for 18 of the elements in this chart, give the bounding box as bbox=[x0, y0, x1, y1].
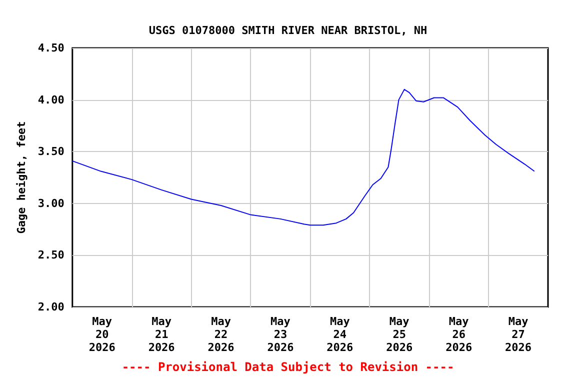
y-tick-label: 2.50 bbox=[38, 248, 64, 262]
y-tick-label: 3.50 bbox=[38, 145, 64, 158]
x-tick-label: May 27 2026 bbox=[505, 315, 532, 354]
x-tick-label: May 23 2026 bbox=[267, 315, 294, 354]
chart-title: USGS 01078000 SMITH RIVER NEAR BRISTOL, NH bbox=[148, 24, 428, 37]
x-tick-label: May 26 2026 bbox=[446, 315, 472, 354]
x-tick-label: May 24 2026 bbox=[326, 315, 354, 354]
x-tick-label: May 22 2026 bbox=[208, 315, 235, 354]
y-tick-label: 2.00 bbox=[38, 300, 64, 314]
y-tick-label: 4.00 bbox=[38, 93, 64, 106]
x-tick-label: May 20 2026 bbox=[88, 315, 116, 354]
line-series bbox=[72, 88, 535, 226]
x-tick-label: May 21 2026 bbox=[148, 315, 176, 354]
y-tick-label: 3.00 bbox=[38, 196, 64, 210]
y-tick-label: 4.50 bbox=[38, 42, 64, 54]
text: ---- Provisional Data Subject to Revision ---- bbox=[122, 360, 454, 374]
x-tick-label: May 25 2026 bbox=[386, 315, 413, 354]
y-axis-title: Gage height, feet bbox=[15, 121, 28, 234]
